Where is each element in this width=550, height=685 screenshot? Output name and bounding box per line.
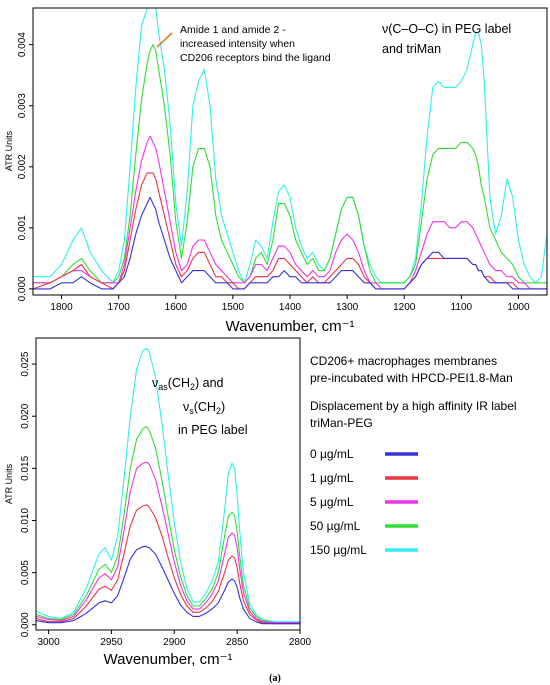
series-line-0-ugml [35, 546, 300, 625]
top-chart: 1800 1700 1600 1500 1400 1300 1200 1100 1000 0.0… [4, 7, 548, 335]
top-x-ticks: 1800 1700 1600 1500 1400 1300 1200 1100 1000 [50, 295, 530, 313]
x-tick-label: 2950 [100, 637, 123, 648]
top-y-ticks: 0.000 0.001 0.002 0.003 0.004 [17, 32, 33, 301]
series-line-50-ugml [35, 426, 300, 624]
x-tick-label: 3000 [37, 637, 60, 648]
bottom-series-group [35, 347, 300, 625]
figure-caption: (a) [269, 673, 281, 684]
x-tick-label: 1600 [165, 302, 188, 313]
bottom-y-ticks: 0.000 0.005 0.010 0.015 0.020 0.025 [20, 351, 36, 637]
top-y-axis-label: ATR Units [4, 130, 14, 171]
series-line-0-ugml [33, 196, 547, 290]
y-tick-label: 0.003 [17, 93, 28, 118]
y-tick-label: 0.015 [20, 455, 31, 480]
bottom-plot-frame [35, 337, 301, 631]
x-tick-label: 1200 [393, 302, 416, 313]
y-tick-label: 0.000 [17, 276, 28, 301]
x-tick-label: 1300 [336, 302, 359, 313]
x-tick-label: 2900 [163, 637, 186, 648]
x-tick-label: 2800 [289, 637, 312, 648]
bottom-x-axis-label: Wavenumber, cm⁻¹ [103, 651, 232, 668]
legend-label-1: 1 µg/mL [310, 471, 354, 485]
x-tick-label: 1800 [50, 302, 73, 313]
amide-annotation-pointer [156, 32, 173, 48]
coc-annotation-line-2: and triMan [382, 42, 441, 56]
bottom-x-ticks: 3000 2950 2900 2850 2800 [37, 630, 312, 648]
legend-title-line-1: CD206+ macrophages membranes [310, 354, 497, 368]
x-tick-label: 2850 [226, 637, 249, 648]
y-tick-label: 0.001 [17, 215, 28, 240]
y-tick-label: 0.005 [20, 560, 31, 585]
peg-label-annotation: in PEG label [178, 423, 247, 437]
bottom-chart: 3000 2950 2900 2850 2800 0.000 0.005 0.010 0.01… [4, 337, 312, 668]
series-line-1-ugml [32, 172, 547, 290]
x-tick-label: 1700 [108, 302, 131, 313]
series-line-5-ugml [33, 135, 547, 290]
top-series-group [32, 7, 548, 290]
y-tick-label: 0.010 [20, 508, 31, 533]
bottom-y-axis-label: ATR Units [4, 463, 14, 504]
series-line-150-ugml [35, 347, 300, 623]
series-line-1-ugml [35, 504, 300, 625]
y-tick-label: 0.000 [20, 612, 31, 637]
legend-subtitle-line-2: triMan-PEG [310, 416, 373, 430]
series-line-5-ugml [35, 461, 300, 624]
legend-entries: 0 µg/mL 1 µg/mL 5 µg/mL 50 µg/mL 150 µg/mL [310, 447, 418, 557]
legend-label-150: 150 µg/mL [310, 543, 367, 557]
y-tick-label: 0.020 [20, 403, 31, 428]
amide-annotation-line-2: increased intensity when [180, 38, 295, 50]
legend-label-50: 50 µg/mL [310, 519, 361, 533]
x-tick-label: 1400 [279, 302, 302, 313]
amide-annotation-line-1: Amide 1 and amide 2 - [180, 24, 286, 36]
ch2-sym-annotation: νs(CH2) [183, 400, 225, 416]
y-tick-label: 0.004 [17, 32, 28, 57]
top-x-axis-label: Wavenumber, cm⁻¹ [225, 318, 354, 335]
legend-label-5: 5 µg/mL [310, 495, 354, 509]
coc-annotation-line-1: ν(C–O–C) in PEG label [382, 22, 511, 36]
legend: CD206+ macrophages membranes pre-incubat… [310, 354, 517, 557]
x-tick-label: 1500 [222, 302, 245, 313]
legend-label-0: 0 µg/mL [310, 447, 354, 461]
x-tick-label: 1000 [507, 302, 530, 313]
series-line-50-ugml [33, 44, 547, 284]
legend-title-line-2: pre-incubated with HPCD-PEI1.8-Man [310, 371, 513, 385]
x-tick-label: 1100 [451, 302, 473, 313]
ch2-asym-annotation: νas(CH2) and [152, 376, 224, 392]
y-tick-label: 0.002 [17, 154, 28, 179]
amide-annotation-line-3: CD206 receptors bind the ligand [180, 52, 331, 64]
y-tick-label: 0.025 [20, 351, 31, 376]
legend-subtitle-line-1: Displacement by a high affinity IR label [310, 399, 517, 413]
